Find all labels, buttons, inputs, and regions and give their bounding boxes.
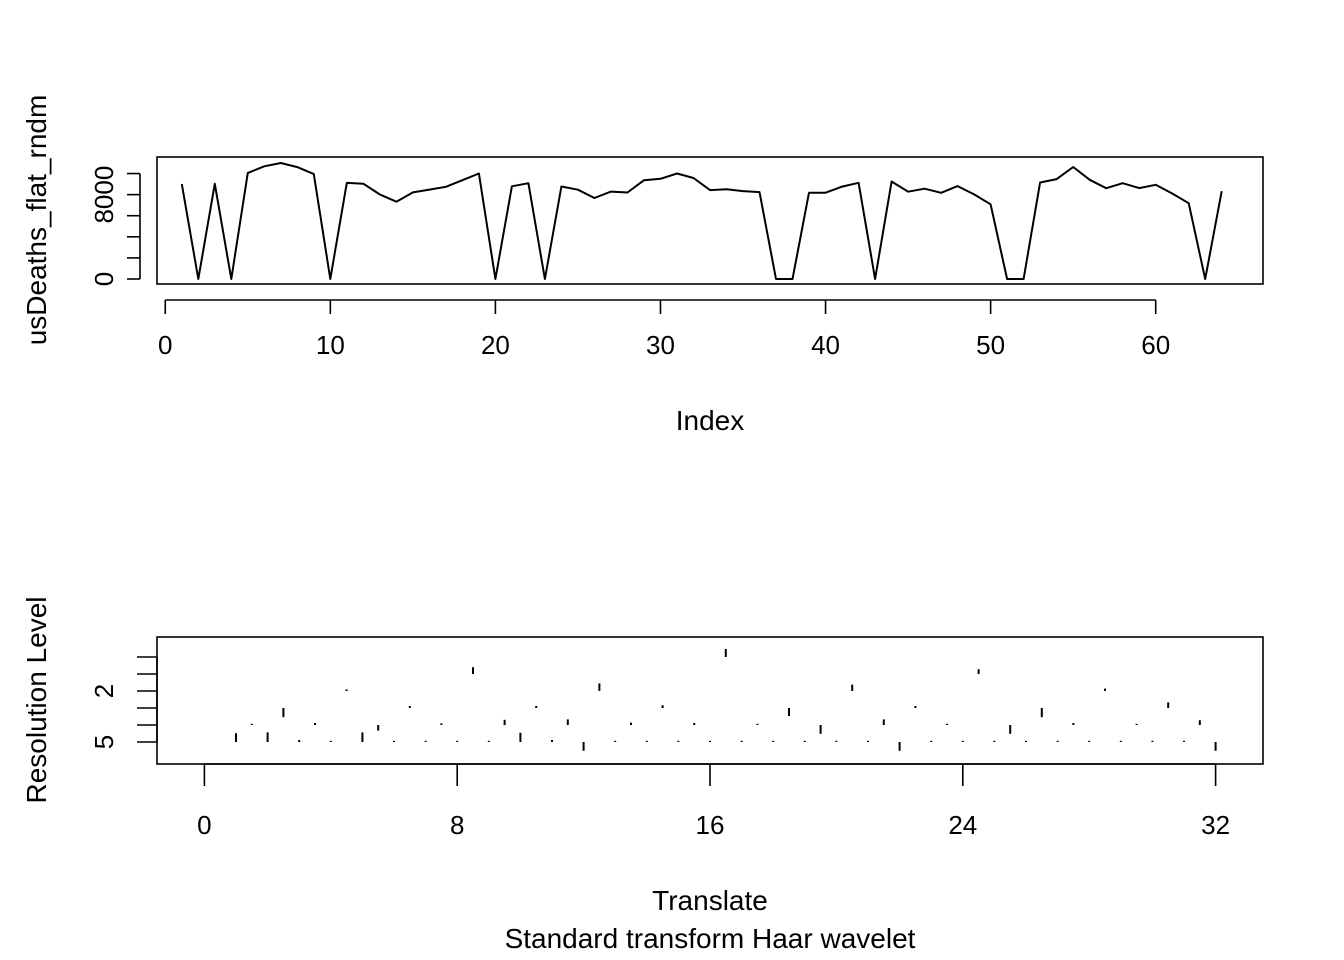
- series-plot-frame: [156, 156, 1264, 285]
- series-y-tick-label: 0: [89, 272, 119, 286]
- series-line: [180, 162, 1223, 280]
- wavelet-x-axis: 0 8 16 24 32: [197, 763, 1230, 840]
- series-x-axis-title: Index: [676, 405, 745, 436]
- series-plot-panel: 0 10 20 30 40 50 60 0 8000 Index usDeaths_flat_…: [21, 95, 1264, 436]
- series-x-tick-label: 60: [1141, 330, 1170, 360]
- series-y-tick-label: 8000: [89, 166, 119, 224]
- series-x-tick-label: 20: [481, 330, 510, 360]
- series-y-axis-title: usDeaths_flat_rndm: [21, 95, 52, 346]
- wavelet-y-axis: 25: [89, 656, 158, 749]
- series-x-tick-label: 50: [976, 330, 1005, 360]
- wavelet-subtitle: Standard transform Haar wavelet: [505, 923, 916, 954]
- wavelet-y-axis-title: Resolution Level: [21, 596, 52, 803]
- wavelet-x-tick-label: 16: [696, 810, 725, 840]
- series-x-tick-label: 30: [646, 330, 675, 360]
- wavelet-y-tick-label: 2: [89, 684, 119, 698]
- wavelet-x-axis-title: Translate: [652, 885, 768, 916]
- wavelet-x-tick-label: 0: [197, 810, 211, 840]
- wavelet-x-tick-label: 32: [1201, 810, 1230, 840]
- wavelet-plot-panel: 0 8 16 24 32 25 Translate Standard transform…: [21, 596, 1264, 954]
- series-x-tick-label: 0: [158, 330, 172, 360]
- series-x-axis: 0 10 20 30 40 50 60: [158, 299, 1170, 360]
- wavelet-coefficients: [235, 649, 1217, 751]
- series-x-tick-label: 10: [316, 330, 345, 360]
- wavelet-plot-frame: [156, 636, 1264, 765]
- series-y-axis: 0 8000: [89, 166, 141, 286]
- wavelet-y-tick-label: 5: [89, 735, 119, 749]
- series-x-tick-label: 40: [811, 330, 840, 360]
- wavelet-x-tick-label: 24: [948, 810, 977, 840]
- wavelet-x-tick-label: 8: [450, 810, 464, 840]
